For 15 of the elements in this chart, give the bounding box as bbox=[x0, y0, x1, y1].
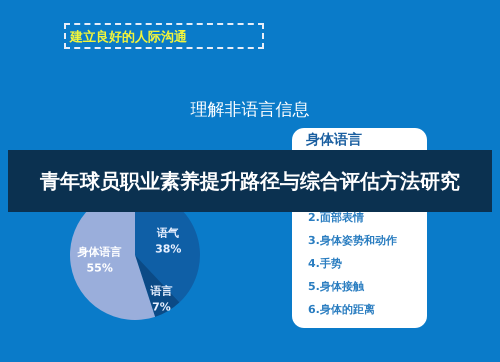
text: 4.手势 bbox=[308, 256, 342, 271]
data-label: 7% bbox=[152, 300, 171, 314]
slice-label: 语气 bbox=[156, 226, 180, 240]
slice-label: 身体语言 bbox=[76, 245, 122, 258]
text: 6.身体的距离 bbox=[308, 302, 375, 317]
data-label: 38% bbox=[155, 242, 182, 256]
text: 青年球员职业素养提升路径与综合评估方法研究 bbox=[8, 150, 492, 212]
text: 2.面部表情 bbox=[308, 210, 364, 225]
text: 3.身体姿势和动作 bbox=[308, 233, 397, 248]
text: 5.身体接触 bbox=[308, 279, 364, 294]
slice-label: 语言 bbox=[149, 284, 172, 298]
text: 建立良好的人际沟通 bbox=[64, 23, 264, 49]
text: 身体语言 bbox=[306, 131, 362, 149]
data-label: 55% bbox=[86, 261, 113, 274]
text: 理解非语言信息 bbox=[190, 99, 310, 121]
